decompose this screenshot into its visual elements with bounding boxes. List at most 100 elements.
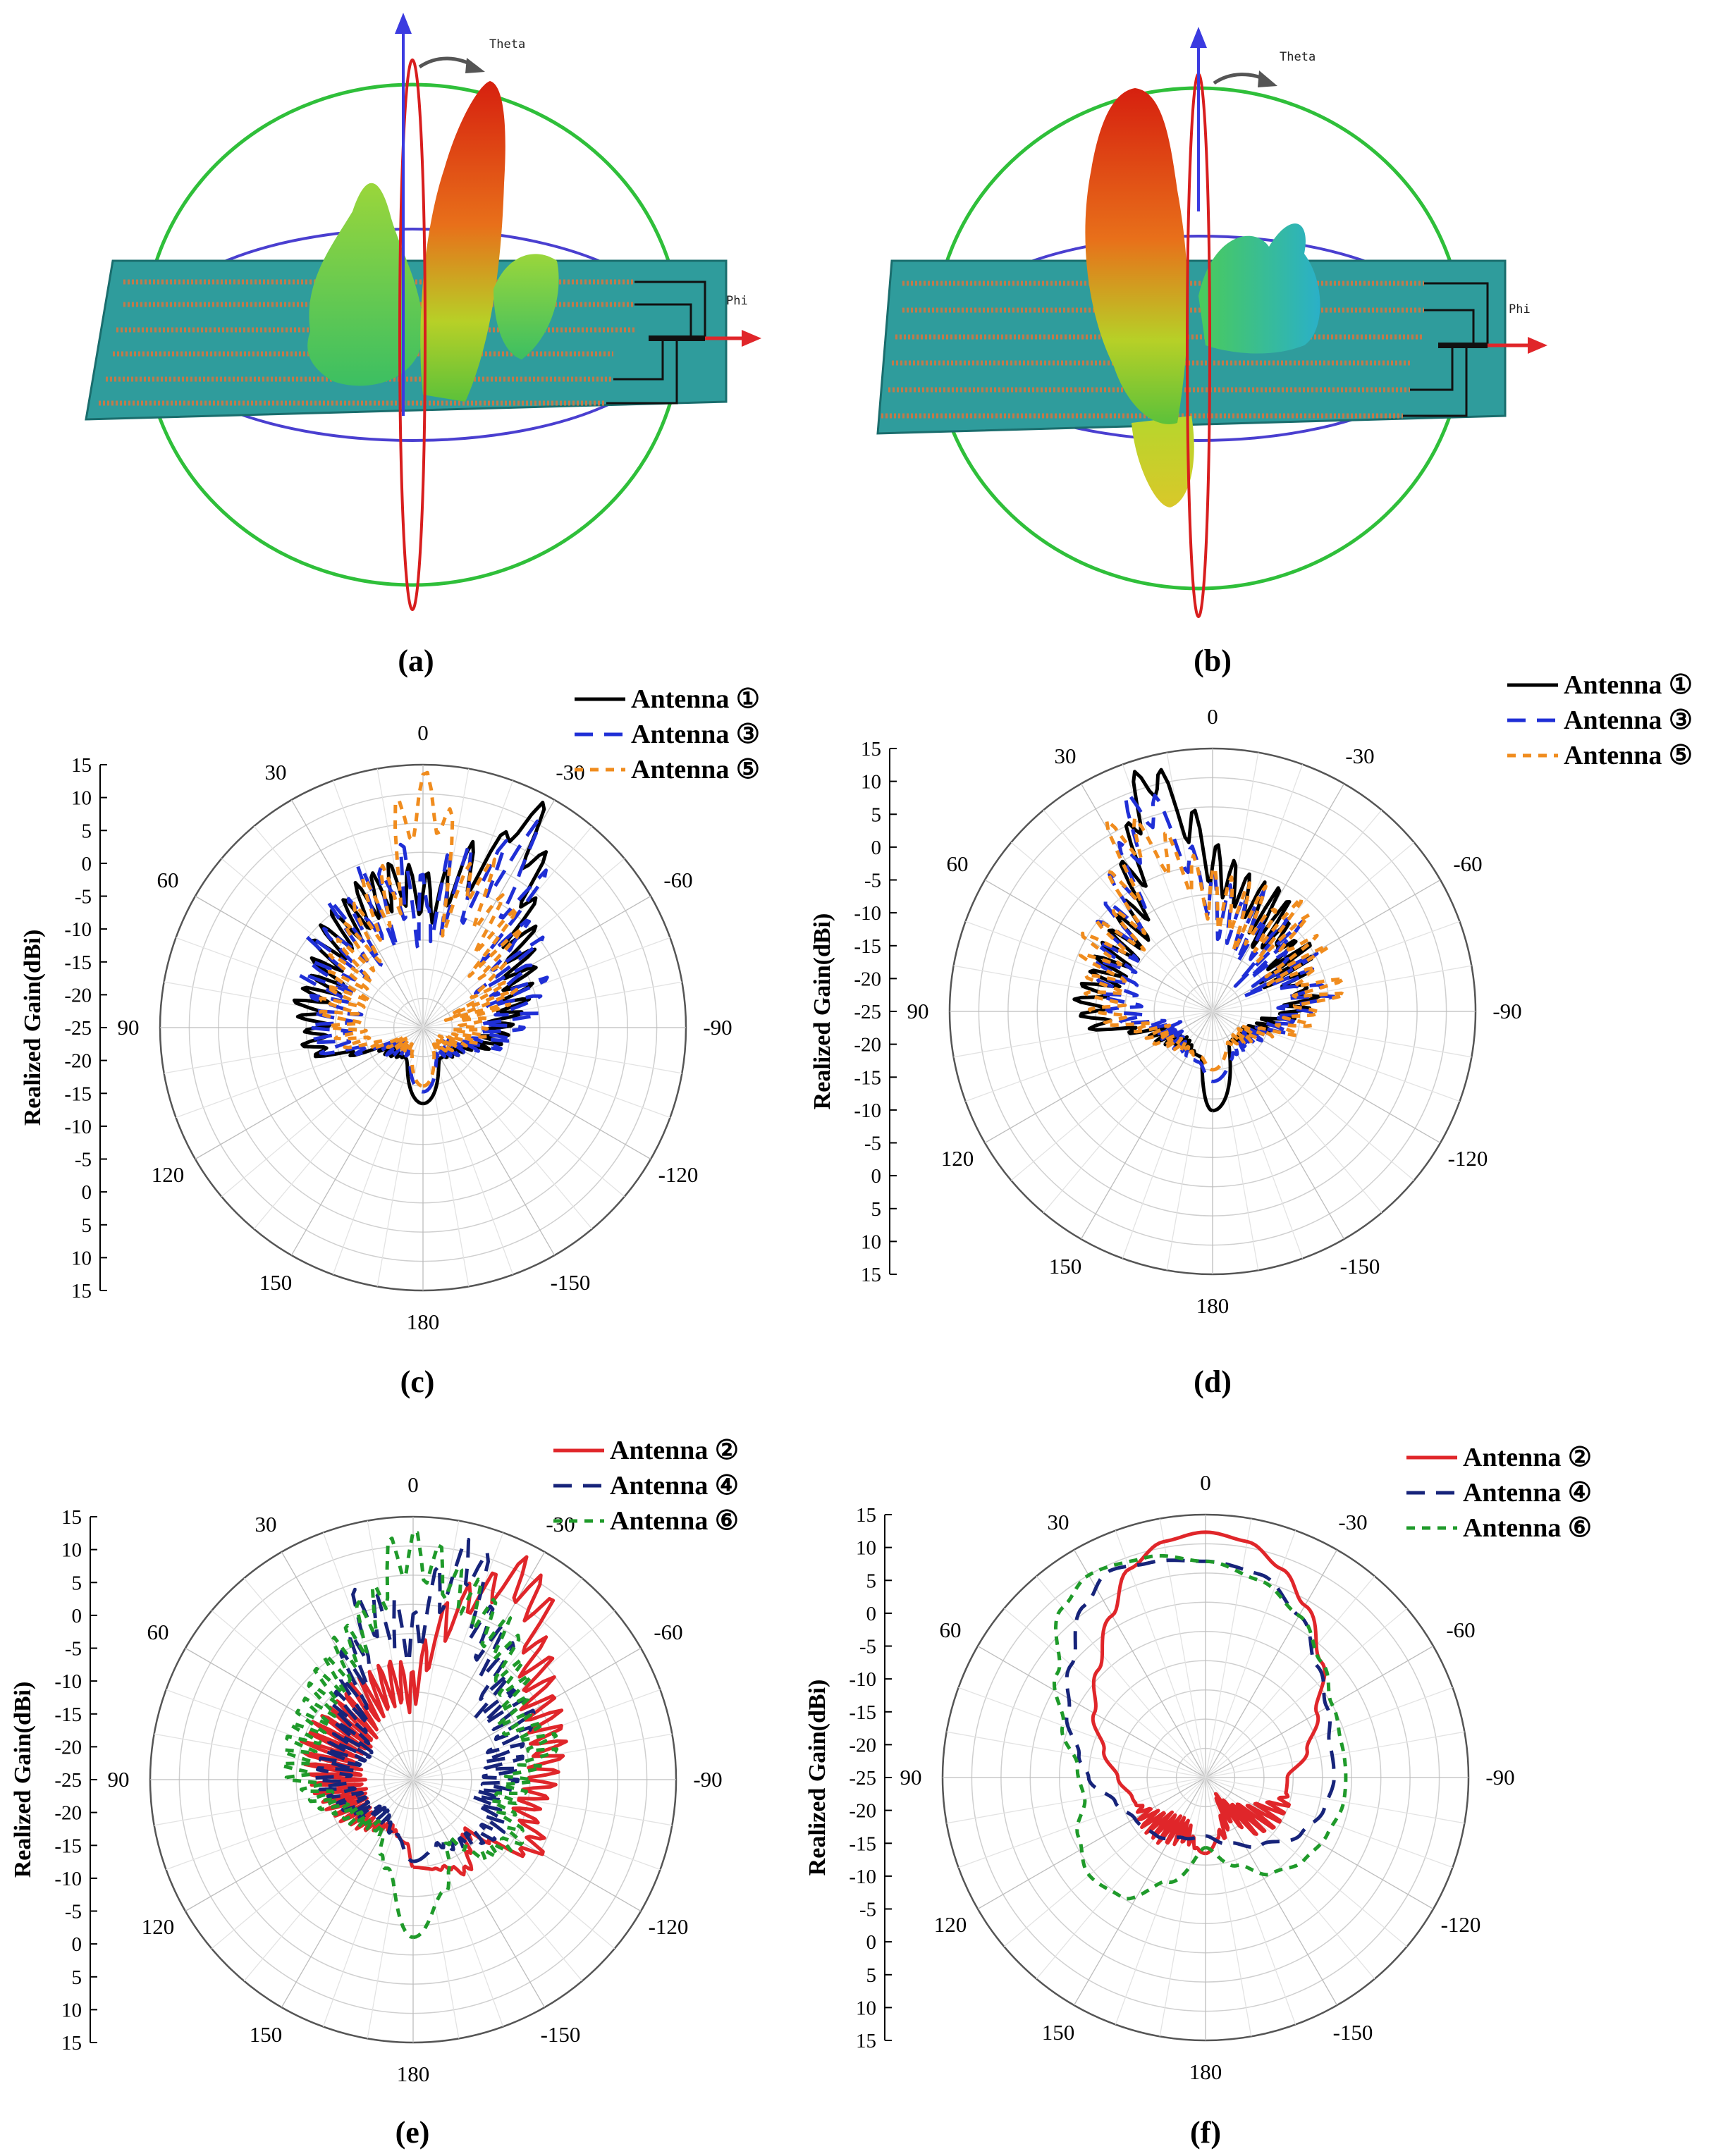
angle-label: 90 (118, 1015, 140, 1040)
grid-spoke (953, 965, 1213, 1012)
grid-spoke (422, 937, 670, 1028)
z-axis-arrow-a (395, 13, 412, 416)
gain-tick-label: -5 (864, 1133, 881, 1155)
gain-tick-label: 5 (82, 820, 92, 842)
gain-tick-label: -5 (65, 1638, 82, 1661)
cut-plane-a (398, 58, 427, 611)
gain-tick-label: 5 (72, 1572, 82, 1594)
grid-spoke (1166, 1011, 1213, 1271)
trace-navy (312, 1537, 536, 1864)
grid-spoke (367, 1779, 414, 2039)
theta-arrowhead-b (1258, 70, 1277, 87)
grid-spoke (1036, 1777, 1206, 1980)
gain-tick-label: -15 (54, 1704, 82, 1726)
grid-spoke (1122, 1011, 1213, 1259)
angle-label: -150 (541, 2022, 581, 2047)
grid-spoke (1212, 842, 1415, 1012)
grid-spoke (154, 1779, 414, 1826)
legend-entry: Antenna ① (631, 684, 760, 714)
gain-tick-label: 0 (866, 1603, 877, 1625)
angle-label: 60 (147, 1620, 169, 1644)
legend-entry: Antenna ⑥ (1463, 1513, 1592, 1543)
gain-tick-label: -15 (854, 935, 881, 958)
grid-spoke (412, 1551, 546, 1780)
grid-spoke (958, 1777, 1206, 1868)
gain-tick-label: -10 (54, 1670, 82, 1693)
feed-lines-a (606, 281, 706, 405)
gain-tick-label: -5 (859, 1899, 876, 1921)
grid-spoke (253, 1027, 424, 1230)
panel-label-a: (a) (398, 643, 434, 678)
panel-a-3d-pattern: Theta Phi (85, 13, 761, 611)
angle-label: 120 (152, 1162, 185, 1187)
gain-tick-label: -15 (64, 1083, 92, 1105)
angle-label: -150 (1340, 1254, 1380, 1279)
angle-label: 30 (255, 1512, 277, 1536)
grid-spoke (1212, 1011, 1472, 1058)
grid-spoke (1205, 1575, 1375, 1778)
phi-label-b: Phi (1509, 302, 1531, 316)
gain-tick-label: -25 (54, 1769, 82, 1792)
grid-spoke (1036, 1575, 1206, 1778)
gain-tick-label: 10 (861, 1231, 881, 1253)
angle-label: 30 (1055, 744, 1077, 768)
grid-spoke (412, 1779, 546, 2008)
gain-tick-label: 10 (861, 771, 881, 794)
gain-tick-label: 15 (861, 738, 881, 760)
angle-label: -30 (546, 1512, 575, 1536)
angle-label: 180 (1189, 2059, 1222, 2084)
grid-spoke (185, 1779, 414, 1912)
grid-spoke (281, 1779, 414, 2008)
grid-spoke (412, 1577, 583, 1780)
grid-spoke (1205, 1777, 1453, 1868)
legend-entry: Antenna ② (1463, 1443, 1592, 1472)
angle-label: 30 (1048, 1510, 1069, 1534)
gain-tick-label: -25 (854, 1001, 881, 1023)
gain-tick-label: 10 (71, 1247, 92, 1269)
grid-spoke (422, 1027, 593, 1230)
gain-tick-label: 15 (861, 1264, 881, 1286)
gain-tick-label: -25 (849, 1767, 876, 1790)
angle-label: -90 (1485, 1765, 1514, 1790)
gain-tick-label: -10 (854, 1099, 881, 1122)
grid-spoke (322, 1779, 414, 2027)
panel-label-e: (e) (396, 2115, 430, 2150)
gain-tick-label: -10 (849, 1866, 876, 1888)
grid-spoke (1115, 1777, 1206, 2025)
back-lobe-a (493, 254, 559, 359)
trace-orange (315, 770, 525, 1088)
gain-tick-label: -25 (64, 1017, 92, 1040)
gain-tick-label: 10 (71, 787, 92, 810)
angle-label: -60 (663, 868, 692, 892)
angle-label: 0 (1200, 1470, 1211, 1495)
polar-chart-c: 0-30-60-90-120-150180150120906030151050-… (20, 684, 760, 1334)
grid-spoke (412, 1779, 460, 2039)
gain-tick-label: -10 (849, 1668, 876, 1691)
gain-tick-label: -20 (854, 968, 881, 990)
grid-spoke (164, 1027, 424, 1074)
theta-arrowhead-a (465, 58, 485, 73)
grid-spoke (281, 1551, 414, 1780)
grid-spoke (1212, 879, 1441, 1012)
grid-spoke (422, 1027, 556, 1256)
gain-tick-label: -15 (854, 1066, 881, 1089)
gain-tick-label: -5 (75, 1149, 92, 1171)
grid-spoke (1115, 1530, 1206, 1778)
panel-b-3d-pattern: Theta Phi (876, 27, 1547, 618)
grid-spoke (422, 780, 514, 1028)
angle-label: 120 (934, 1912, 967, 1937)
theta-label-b: Theta (1280, 50, 1316, 64)
grid-spoke (412, 1689, 661, 1780)
grid-spoke (290, 1027, 424, 1256)
grid-spoke (412, 1779, 583, 1982)
side-lobe-a (307, 183, 423, 386)
grid-spoke (176, 937, 424, 1028)
angle-label: 180 (407, 1310, 440, 1334)
main-lobe-b (1085, 88, 1188, 424)
feed-lines-b (1403, 282, 1489, 417)
y-axis-title: Realized Gain(dBi) (809, 913, 835, 1110)
grid-spoke (154, 1733, 414, 1780)
gain-tick-label: -20 (854, 1034, 881, 1057)
angle-label: 90 (907, 999, 929, 1023)
angle-label: 150 (1042, 2020, 1075, 2045)
